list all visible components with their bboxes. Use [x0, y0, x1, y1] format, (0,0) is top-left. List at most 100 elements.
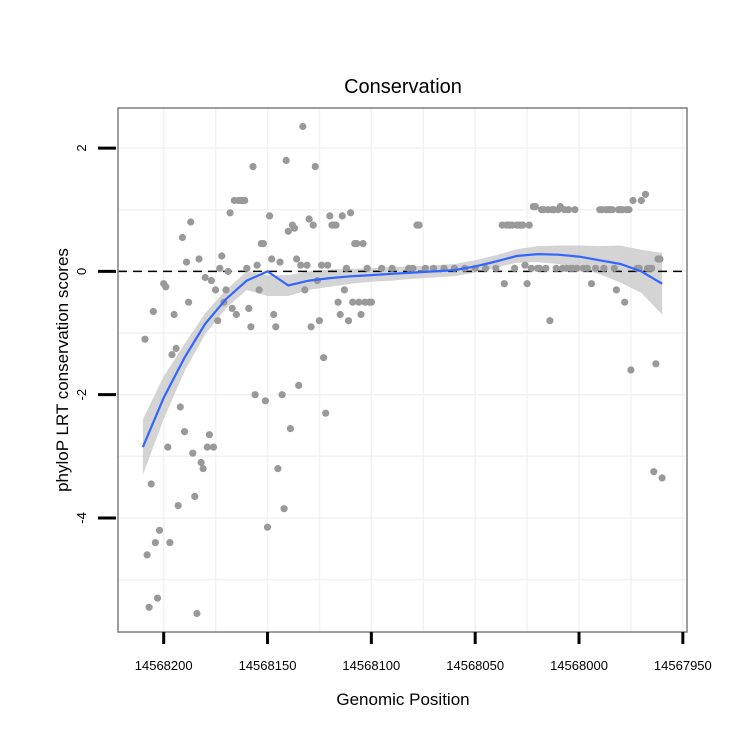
data-point [141, 335, 149, 343]
data-point [247, 323, 255, 331]
data-point [629, 196, 637, 205]
data-point [282, 156, 290, 164]
data-point [600, 264, 608, 272]
data-point [224, 267, 232, 275]
data-point [147, 480, 155, 488]
data-point [191, 492, 199, 500]
data-point [145, 603, 153, 611]
data-point [523, 280, 531, 288]
data-point [332, 221, 340, 229]
data-point [317, 261, 326, 269]
confidence-ribbon-layer [142, 245, 663, 475]
data-point [218, 252, 226, 260]
data-point [500, 280, 508, 288]
data-point [344, 317, 353, 325]
panel-border [117, 107, 688, 633]
y-tick-label: 0 [74, 268, 89, 275]
data-point [311, 163, 319, 171]
data-point [338, 212, 346, 220]
data-point [592, 264, 600, 272]
data-point [295, 381, 303, 389]
data-point [261, 397, 269, 405]
data-point [284, 227, 292, 235]
data-point [482, 264, 490, 272]
data-point [201, 273, 209, 282]
data-point [297, 261, 305, 269]
data-point [652, 360, 660, 368]
x-tick-label: 14568050 [446, 658, 504, 673]
data-point [656, 255, 664, 263]
data-point [228, 304, 236, 312]
data-point [259, 240, 267, 248]
data-point [164, 443, 172, 451]
data-point [565, 206, 573, 214]
data-point [153, 594, 162, 602]
data-point [243, 264, 251, 272]
data-point [583, 264, 591, 272]
data-point [216, 264, 224, 272]
data-point [263, 523, 272, 531]
data-point [303, 261, 311, 269]
data-point [290, 224, 299, 232]
x-tick-label: 14568200 [135, 658, 193, 673]
data-point [207, 277, 215, 285]
data-point [519, 221, 527, 229]
data-point [209, 443, 218, 451]
data-point [527, 264, 535, 272]
data-point [307, 323, 315, 331]
data-point [299, 122, 307, 131]
data-point [309, 221, 317, 229]
data-point [355, 298, 363, 306]
data-point [155, 526, 164, 534]
data-point [340, 286, 348, 294]
data-point [492, 264, 500, 272]
data-point [587, 280, 596, 288]
data-point [326, 212, 334, 220]
data-point [222, 286, 230, 294]
data-point [245, 304, 253, 312]
data-point [378, 264, 386, 272]
data-point [166, 539, 174, 547]
data-point [172, 344, 180, 352]
data-point [193, 609, 201, 618]
data-point [176, 403, 184, 411]
data-point [353, 240, 361, 248]
y-axis-label: phyloP LRT conservation scores [53, 248, 72, 492]
data-point [170, 310, 178, 319]
data-point [608, 206, 616, 214]
data-point [573, 264, 581, 272]
data-point [531, 203, 540, 211]
data-point [266, 212, 274, 220]
data-point [409, 264, 417, 272]
data-point [342, 264, 350, 272]
data-point [272, 323, 280, 331]
x-tick-label: 14568000 [550, 658, 608, 673]
data-point [249, 163, 257, 171]
data-point [650, 468, 658, 476]
data-point [268, 255, 276, 263]
confidence-ribbon [142, 245, 663, 475]
data-point [510, 264, 519, 272]
data-point [151, 539, 159, 547]
data-point [214, 317, 222, 325]
data-point [276, 258, 284, 266]
data-point [363, 264, 371, 272]
data-point [232, 310, 240, 319]
data-point [205, 431, 213, 439]
data-point [415, 221, 423, 229]
data-point [180, 428, 189, 436]
data-point [178, 233, 186, 242]
y-tick-label: -2 [74, 389, 89, 401]
data-point [347, 209, 355, 217]
data-point [521, 261, 529, 269]
data-point [552, 264, 560, 272]
data-point [625, 206, 633, 214]
data-point [195, 255, 203, 263]
data-point [278, 391, 286, 399]
data-point [251, 391, 259, 399]
data-point [637, 196, 645, 205]
x-tick-label: 14567950 [654, 658, 712, 673]
data-point [253, 261, 261, 269]
data-point [162, 283, 170, 291]
data-point [241, 196, 249, 205]
